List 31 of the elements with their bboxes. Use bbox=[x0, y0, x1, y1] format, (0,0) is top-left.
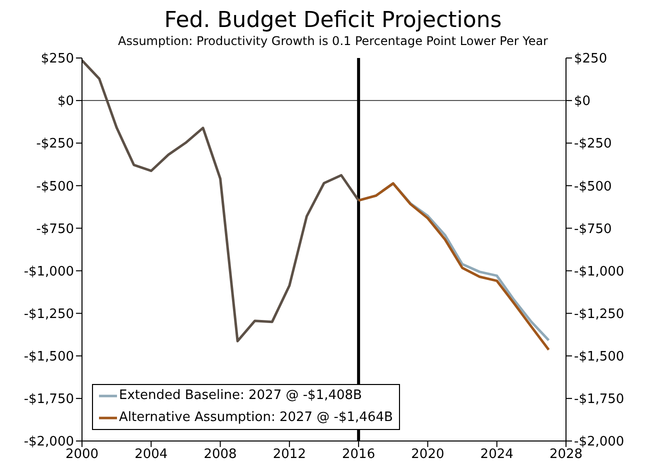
y2-tick-label: -$1,500 bbox=[574, 350, 624, 365]
x-tick-label: 2016 bbox=[342, 447, 376, 462]
x-tick-label: 2008 bbox=[204, 447, 237, 462]
y-tick-label: -$500 bbox=[36, 179, 74, 194]
line-series bbox=[82, 59, 360, 342]
x-tick-label: 2004 bbox=[134, 447, 168, 462]
y-tick-label: $0 bbox=[57, 94, 74, 110]
chart-title: Fed. Budget Deficit Projections bbox=[163, 8, 503, 34]
x-tick-label: 2020 bbox=[411, 447, 444, 462]
y2-tick-label: -$1,250 bbox=[574, 306, 624, 322]
chart-subtitle: Assumption: Productivity Growth is 0.1 Percentage Point Lower Per Year bbox=[116, 34, 549, 48]
y-tick-label: -$1,500 bbox=[24, 350, 74, 365]
y-tick-label: $250 bbox=[40, 52, 74, 67]
y2-tick-label: -$1,000 bbox=[574, 264, 624, 280]
legend-label: Extended Baseline: 2027 @ -$1,408B bbox=[119, 387, 362, 405]
y2-tick-label: $250 bbox=[574, 52, 608, 67]
x-tick-label: 2012 bbox=[272, 447, 306, 462]
x-tick-label: 2028 bbox=[549, 447, 583, 462]
x-tick-label: 2000 bbox=[65, 447, 99, 462]
y2-tick-label: $0 bbox=[574, 94, 591, 110]
y2-tick-label: -$750 bbox=[574, 222, 612, 237]
y-tick-label: -$1,000 bbox=[24, 264, 74, 280]
y-tick-label: -$1,750 bbox=[24, 392, 74, 408]
y2-tick-label: -$1,750 bbox=[574, 392, 624, 408]
y-tick-label: -$250 bbox=[36, 136, 74, 152]
y-tick-label: -$750 bbox=[36, 222, 74, 237]
y-tick-label: -$1,250 bbox=[24, 306, 74, 322]
y2-tick-label: -$250 bbox=[574, 136, 612, 152]
y2-tick-label: -$500 bbox=[574, 179, 612, 194]
x-tick-label: 2024 bbox=[480, 447, 514, 462]
legend-label: Alternative Assumption: 2027 @ -$1,464B bbox=[119, 409, 393, 427]
